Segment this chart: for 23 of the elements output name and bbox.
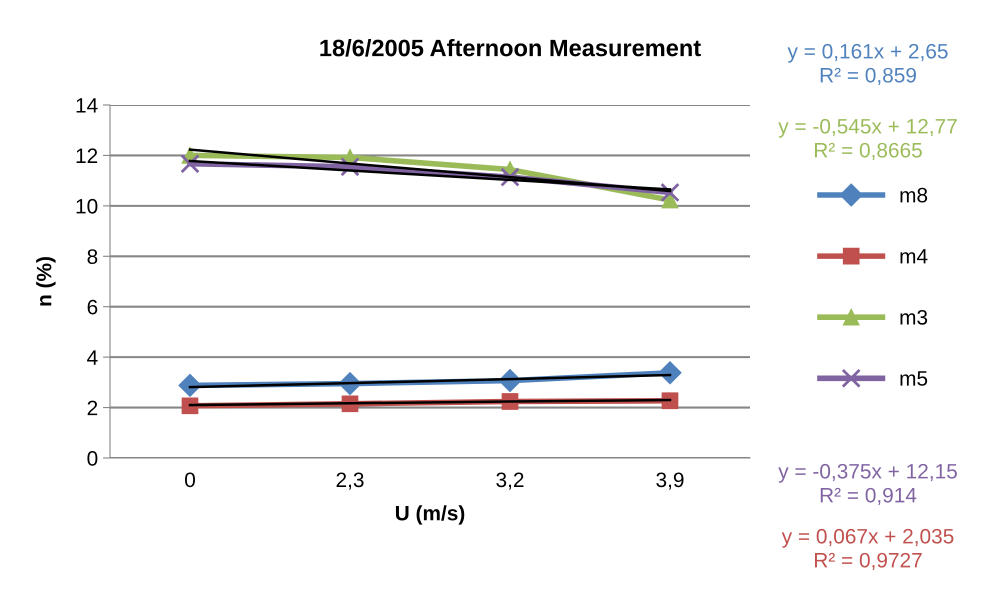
legend-label: m8 — [900, 188, 928, 203]
x-tick-label: 3,9 — [656, 472, 684, 490]
y-axis-title: n (%) — [36, 257, 56, 306]
text: y = 0,161x + 2,65 R² = 0,859 — [788, 44, 948, 86]
x-tick-label: 3,2 — [496, 472, 524, 490]
y-tick-label: 8 — [88, 249, 98, 264]
y-tick-label: 14 — [76, 98, 98, 113]
legend-label: m5 — [900, 371, 928, 386]
y-tick-label: 12 — [76, 148, 98, 163]
y-tick-label: 0 — [87, 451, 98, 466]
y-tick-label: 2 — [88, 400, 98, 416]
text: y = 0,067x + 2,035 R² = 0,9727 — [782, 528, 954, 570]
text: y = -0,545x + 12,77 R² = 0,8665 — [778, 118, 957, 160]
y-tick-label: 4 — [87, 350, 98, 365]
text: y = -0,375x + 12,15 R² = 0,914 — [778, 464, 957, 506]
x-axis-title: U (m/s) — [396, 505, 464, 525]
x-tick-label: 2,3 — [336, 472, 364, 490]
legend-label: m4 — [900, 249, 928, 264]
legend-label: m3 — [900, 310, 928, 325]
y-tick-label: 10 — [76, 198, 98, 214]
y-tick-label: 6 — [88, 300, 98, 314]
x-tick-label: 0 — [185, 472, 195, 488]
chart-title: 18/6/2005 Afternoon Measurement — [320, 38, 701, 57]
